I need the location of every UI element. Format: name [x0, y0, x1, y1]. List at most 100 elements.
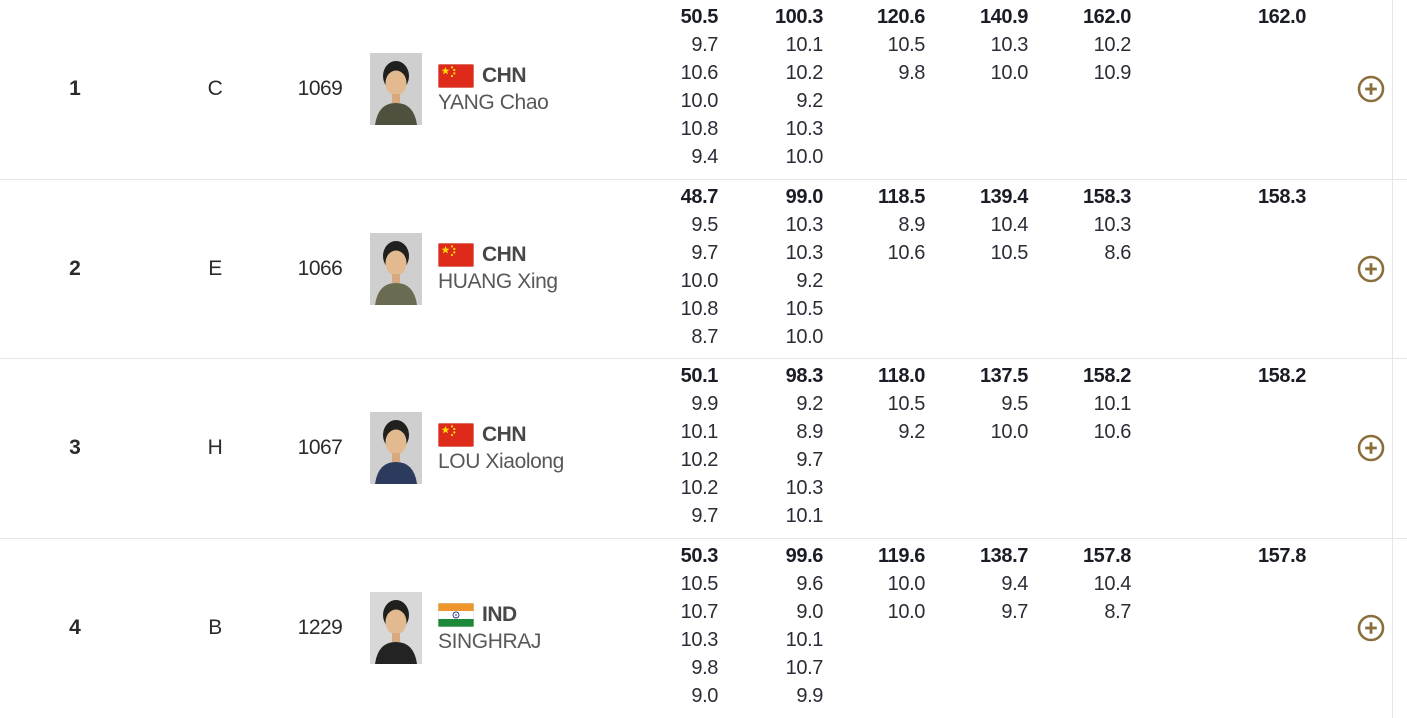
- series-3-scores: 120.6 10.5 9.8: [823, 0, 925, 179]
- shot-score: 9.0: [691, 684, 718, 707]
- shot-score: 9.7: [691, 505, 718, 527]
- shot-score: 10.3: [785, 213, 824, 236]
- firing-point-letter: C: [207, 77, 223, 101]
- series-1-scores: 50.3 10.5 10.7 10.3 9.8 9.0: [670, 539, 719, 718]
- shot-score: 10.5: [785, 297, 824, 320]
- series-3-scores: 118.0 10.5 9.2: [823, 359, 925, 538]
- shot-score: 10.4: [990, 213, 1029, 236]
- shot-score: 10.1: [1093, 393, 1132, 415]
- shot-score: 10.6: [680, 62, 719, 84]
- expand-plus-button[interactable]: [1356, 254, 1386, 284]
- shot-score: 9.7: [691, 241, 718, 264]
- shot-score: 9.5: [1001, 393, 1028, 415]
- athlete-photo: [360, 539, 432, 718]
- athlete-photo: [360, 180, 432, 359]
- shot-score: 10.2: [785, 62, 824, 84]
- shot-score: 9.9: [796, 684, 823, 707]
- series-total: 118.0: [878, 365, 925, 387]
- athlete-identity: CHN LOU Xiaolong: [432, 359, 670, 538]
- series-3-scores: 119.6 10.0 10.0: [823, 539, 925, 718]
- expand-plus-button[interactable]: [1356, 613, 1386, 643]
- shot-score: 10.3: [785, 241, 824, 264]
- shot-score: 10.0: [785, 325, 824, 348]
- final-total: 162.0: [1257, 6, 1306, 28]
- series-total: 138.7: [979, 544, 1028, 567]
- shot-score: 9.9: [691, 393, 718, 415]
- shot-score: 10.0: [887, 572, 926, 595]
- shot-score: 10.3: [785, 477, 824, 499]
- series-total: 140.9: [979, 6, 1028, 28]
- series-5-scores: 158.2 10.1 10.6: [1028, 359, 1131, 538]
- ind-flag-icon: [438, 602, 474, 627]
- shot-score: 9.4: [1001, 572, 1028, 595]
- result-row: 2 E 1066 CHN HUANG Xing 48.7 9.5 9.7 10.0 10…: [0, 180, 1407, 359]
- result-row: 4 B 1229 IND SINGHRAJ 50.3 10.5 10.7 10.3 9.…: [0, 539, 1407, 718]
- expand-plus-button[interactable]: [1356, 433, 1386, 463]
- shot-score: 9.2: [796, 269, 823, 292]
- shot-score: 10.6: [887, 241, 926, 264]
- series-4-scores: 138.7 9.4 9.7: [925, 539, 1028, 718]
- athlete-name: SINGHRAJ: [438, 629, 541, 653]
- plus-circle-icon: [1357, 75, 1384, 103]
- expand-cell: [1306, 539, 1407, 718]
- shot-score: 9.7: [691, 34, 718, 56]
- shot-score: 10.1: [785, 628, 824, 651]
- shot-score: 10.8: [680, 297, 719, 320]
- series-total: 100.3: [774, 6, 823, 28]
- expand-cell: [1306, 359, 1407, 538]
- country-code: IND: [482, 602, 517, 626]
- table-right-border: [1392, 0, 1393, 718]
- final-total: 158.3: [1257, 185, 1306, 208]
- series-2-scores: 99.0 10.3 10.3 9.2 10.5 10.0: [718, 180, 824, 359]
- plus-circle-icon: [1357, 434, 1384, 462]
- series-total: 158.3: [1082, 185, 1131, 208]
- athlete-photo: [360, 359, 432, 538]
- country-line: IND: [438, 602, 670, 627]
- country-code: CHN: [482, 63, 527, 87]
- shot-score: 10.3: [680, 628, 719, 651]
- final-total: 158.2: [1257, 365, 1306, 387]
- shot-score: 9.7: [796, 449, 823, 471]
- series-2-scores: 100.3 10.1 10.2 9.2 10.3 10.0: [718, 0, 823, 179]
- result-row: 1 C 1069 CHN YANG Chao 50.5 9.7 10.6 10.0 10…: [0, 0, 1407, 180]
- series-4-scores: 139.4 10.4 10.5: [925, 180, 1028, 359]
- country-code: CHN: [482, 422, 527, 446]
- shot-score: 9.7: [1001, 600, 1028, 623]
- series-1-scores: 50.1 9.9 10.1 10.2 10.2 9.7: [670, 359, 719, 538]
- series-4-scores: 137.5 9.5 10.0: [925, 359, 1028, 538]
- final-total-cell: 157.8: [1131, 539, 1306, 718]
- bib-number: 1066: [297, 256, 343, 280]
- shot-score: 10.5: [887, 393, 926, 415]
- expand-cell: [1306, 0, 1407, 179]
- chn-flag-icon: [438, 63, 474, 88]
- shot-score: 10.7: [785, 656, 824, 679]
- series-3-scores: 118.5 8.9 10.6: [823, 180, 925, 359]
- athlete-name: YANG Chao: [438, 90, 549, 114]
- series-1-scores: 50.5 9.7 10.6 10.0 10.8 9.4: [670, 0, 719, 179]
- series-total: 118.5: [878, 185, 925, 208]
- shot-score: 8.9: [796, 421, 823, 443]
- expand-plus-button[interactable]: [1356, 74, 1386, 104]
- shot-score: 9.8: [898, 62, 925, 84]
- shot-score: 10.2: [680, 449, 719, 471]
- rank: 2: [69, 256, 81, 280]
- expand-cell: [1306, 180, 1407, 359]
- shot-score: 9.4: [691, 146, 718, 168]
- country-line: CHN: [438, 422, 670, 447]
- shot-score: 8.7: [1104, 600, 1131, 623]
- series-total: 98.3: [785, 365, 824, 387]
- chn-flag-icon: [438, 422, 474, 447]
- shot-score: 9.2: [796, 90, 823, 112]
- country-line: CHN: [438, 63, 670, 88]
- series-5-scores: 162.0 10.2 10.9: [1028, 0, 1131, 179]
- shot-score: 8.7: [691, 325, 718, 348]
- shot-score: 10.4: [1093, 572, 1132, 595]
- shot-score: 10.5: [990, 241, 1029, 264]
- shot-score: 8.6: [1104, 241, 1131, 264]
- final-total: 157.8: [1257, 544, 1306, 567]
- shot-score: 9.6: [796, 572, 823, 595]
- shot-score: 10.0: [990, 421, 1029, 443]
- shot-score: 10.0: [680, 90, 719, 112]
- series-total: 158.2: [1082, 365, 1131, 387]
